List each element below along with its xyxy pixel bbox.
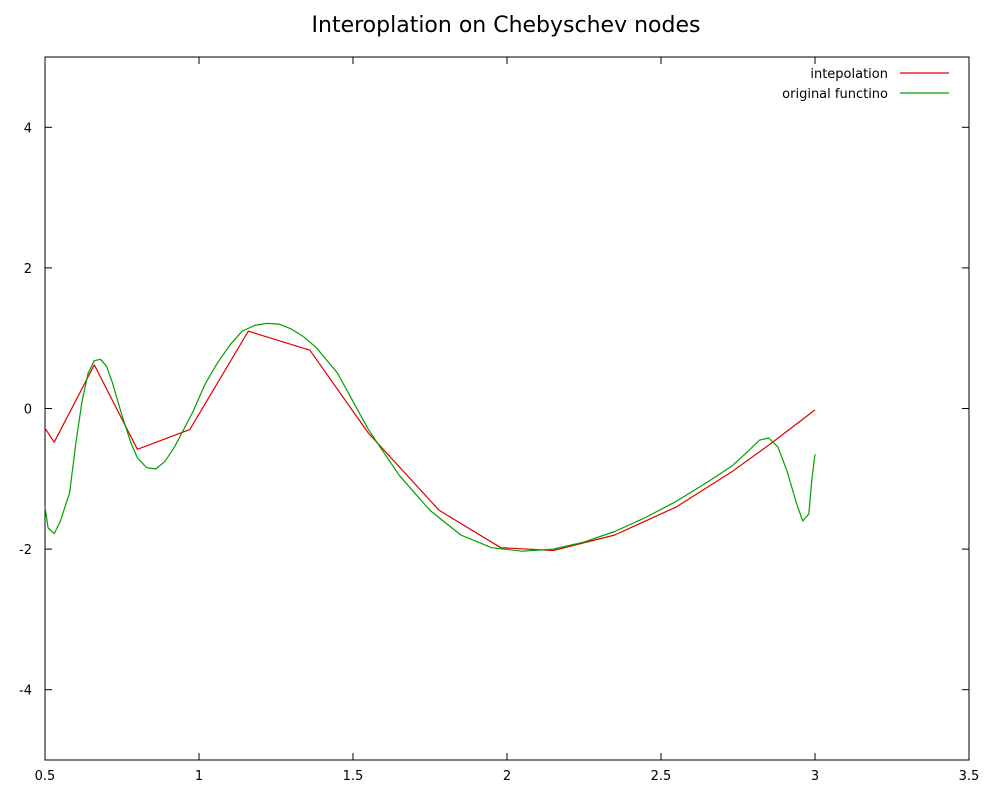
y-tick-label: 2 — [24, 262, 32, 277]
x-axis-ticks: 0.5 1 1.5 2 2.5 3 3.5 — [35, 57, 980, 784]
series-line — [44, 330, 816, 552]
y-tick-label: 4 — [24, 121, 32, 136]
legend: intepolation original functino — [782, 67, 949, 102]
chart-title: Interoplation on Chebyschev nodes — [312, 13, 701, 38]
x-tick-label: 3 — [811, 769, 819, 784]
x-tick-label: 3.5 — [959, 769, 980, 784]
x-tick-label: 2 — [503, 769, 511, 784]
legend-label: intepolation — [810, 67, 888, 82]
x-tick-label: 2.5 — [651, 769, 672, 784]
x-tick-label: 0.5 — [35, 769, 56, 784]
plot-frame — [44, 56, 970, 761]
y-tick-label: -2 — [19, 543, 32, 558]
y-tick-label: -4 — [19, 684, 32, 699]
y-tick-label: 0 — [24, 403, 32, 418]
y-axis-ticks: -4 -2 0 2 4 — [19, 121, 969, 699]
series-line — [44, 322, 816, 552]
series-layer — [44, 322, 816, 552]
legend-label: original functino — [782, 87, 888, 102]
x-tick-label: 1.5 — [343, 769, 364, 784]
x-tick-label: 1 — [195, 769, 203, 784]
